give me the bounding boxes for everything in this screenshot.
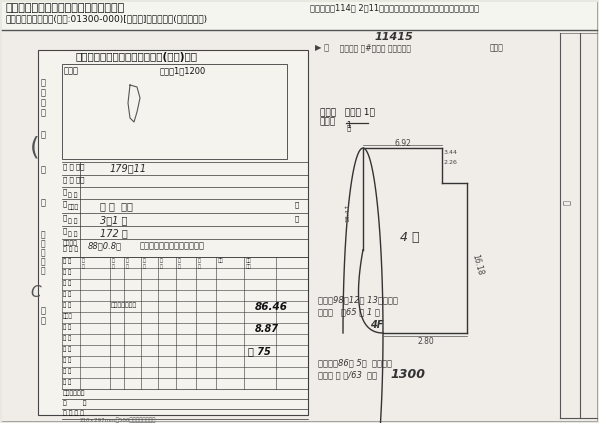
- Text: 4 層: 4 層: [400, 231, 419, 244]
- Text: 更文為   路65 巷 1 號: 更文為 路65 巷 1 號: [318, 307, 380, 316]
- Text: 編: 編: [41, 257, 46, 266]
- Text: 新北市中和區復興段(建號:01300-000)[第二類]建物平面圖(已縮小列印): 新北市中和區復興段(建號:01300-000)[第二類]建物平面圖(已縮小列印): [5, 14, 207, 23]
- Text: 建
築: 建 築: [82, 258, 85, 269]
- Text: 中 城  板路: 中 城 板路: [100, 201, 133, 211]
- Text: ス: ス: [563, 200, 572, 205]
- Text: 騎 台: 騎 台: [63, 324, 71, 330]
- Text: 副: 副: [41, 230, 46, 239]
- Text: 號接次: 號接次: [490, 43, 504, 52]
- Text: 6.92: 6.92: [395, 139, 412, 148]
- Text: 使
用: 使 用: [143, 258, 146, 269]
- Text: 18.4↑: 18.4↑: [345, 203, 350, 222]
- Text: 弄 房: 弄 房: [68, 218, 77, 224]
- Text: 甲南客員 段#共車月 小段建號第: 甲南客員 段#共車月 小段建號第: [335, 43, 411, 52]
- Text: 3.44: 3.44: [444, 150, 458, 155]
- Text: 年: 年: [41, 130, 46, 139]
- Text: 標 利 股 圖: 標 利 股 圖: [63, 410, 84, 415]
- Text: 在: 在: [63, 227, 67, 233]
- Text: 日北中地測字１３４３０．號: 日北中地測字１３４３０．號: [140, 241, 205, 250]
- Text: 日: 日: [41, 198, 46, 207]
- Text: 月: 月: [41, 165, 46, 174]
- Text: 粉 75: 粉 75: [248, 346, 271, 356]
- Text: 北北桃地政電傳全功能地籍資料查詢系統: 北北桃地政電傳全功能地籍資料查詢系統: [5, 3, 124, 13]
- Text: 4F: 4F: [370, 320, 383, 330]
- Text: 臺北縣中和地政事務所建物復丈(勘測)結果: 臺北縣中和地政事務所建物復丈(勘測)結果: [75, 52, 197, 62]
- Text: 街路段: 街路段: [68, 204, 79, 209]
- Text: 所: 所: [63, 214, 67, 221]
- Text: 建: 建: [63, 188, 67, 195]
- Text: 村 里: 村 里: [68, 192, 77, 198]
- Text: 繪: 繪: [41, 239, 46, 248]
- Text: 物: 物: [63, 200, 67, 206]
- Text: 及 字 號: 及 字 號: [63, 246, 78, 252]
- Text: 二 層: 二 層: [63, 280, 71, 286]
- Text: 比例尺1：1200: 比例尺1：1200: [160, 66, 206, 75]
- Text: 發文為 複 號/63  地址: 發文為 複 號/63 地址: [318, 370, 377, 379]
- Text: 平面圖   比例尺 1：: 平面圖 比例尺 1：: [320, 107, 375, 116]
- Text: 8.87: 8.87: [255, 324, 279, 334]
- Text: 基 地 家圖: 基 地 家圖: [63, 176, 84, 183]
- Text: 11415: 11415: [375, 32, 414, 42]
- Text: 179．11: 179．11: [110, 163, 147, 173]
- Text: 華: 華: [41, 88, 46, 97]
- Text: 合 計: 合 計: [63, 346, 71, 352]
- Text: 圖: 圖: [41, 248, 46, 257]
- Text: 210×297mm用500磅道林原圖紙印製: 210×297mm用500磅道林原圖紙印製: [80, 417, 156, 423]
- Bar: [2, 2, 597, 30]
- Text: 車 棚: 車 棚: [63, 335, 71, 341]
- Text: 88年0.8月: 88年0.8月: [88, 241, 122, 250]
- Text: 2.26: 2.26: [444, 160, 458, 165]
- Text: 本國大樓鋼住宅: 本國大樓鋼住宅: [111, 302, 137, 308]
- Text: 中: 中: [41, 78, 46, 87]
- Text: 平方
公尺: 平方 公尺: [246, 258, 252, 269]
- Text: 2.80: 2.80: [417, 337, 434, 346]
- Text: 比例尺: 比例尺: [320, 117, 336, 126]
- Text: 發: 發: [41, 306, 46, 315]
- Text: 之: 之: [41, 316, 46, 325]
- Text: 查詢日期：114年 2月11日（如需登記謄本，請向地政事務所申請。）: 查詢日期：114年 2月11日（如需登記謄本，請向地政事務所申請。）: [310, 3, 479, 12]
- Text: 民: 民: [41, 98, 46, 107]
- Text: 基 地 地號: 基 地 地號: [63, 163, 84, 170]
- Text: ▶ 和: ▶ 和: [315, 43, 329, 52]
- Text: 圖: 圖: [347, 124, 351, 131]
- Text: 住        所: 住 所: [63, 400, 86, 406]
- Text: 16.18: 16.18: [470, 253, 484, 276]
- Text: 完
成: 完 成: [198, 258, 201, 269]
- Text: 次件日證: 次件日證: [63, 240, 78, 246]
- Text: 86.46: 86.46: [255, 302, 288, 312]
- Bar: [62, 64, 287, 159]
- Text: 位置圖: 位置圖: [64, 66, 79, 75]
- Text: 基地建於86年 5月  日回查測: 基地建於86年 5月 日回查測: [318, 358, 392, 367]
- Text: 號: 號: [41, 266, 46, 275]
- Text: 地下室: 地下室: [63, 313, 72, 319]
- Text: 合 計: 合 計: [63, 379, 71, 385]
- Text: 所有權人姓名: 所有權人姓名: [63, 390, 86, 396]
- Text: 附 二: 附 二: [63, 368, 71, 374]
- Text: 基 層: 基 層: [63, 269, 71, 275]
- Text: 1: 1: [346, 121, 351, 130]
- Text: 三 層: 三 層: [63, 291, 71, 297]
- Text: 管
理: 管 理: [160, 258, 163, 269]
- Text: 日期: 日期: [218, 258, 224, 263]
- Text: 門 牌: 門 牌: [68, 231, 77, 236]
- Text: 段: 段: [295, 201, 300, 208]
- Text: (: (: [30, 135, 40, 159]
- Text: 附 一: 附 一: [63, 357, 71, 363]
- Text: 主
牆: 主 牆: [126, 258, 129, 269]
- Text: 各
層: 各 層: [112, 258, 115, 269]
- Text: 3．1 巷: 3．1 巷: [100, 215, 128, 225]
- Text: C: C: [30, 285, 41, 300]
- Text: 172 號: 172 號: [100, 228, 128, 238]
- Text: 弄: 弄: [295, 215, 300, 222]
- Bar: [38, 50, 308, 415]
- Text: 建
竣: 建 竣: [178, 258, 181, 269]
- Text: 國: 國: [41, 108, 46, 117]
- Text: 門牌為98年12月 13日門整編: 門牌為98年12月 13日門整編: [318, 295, 398, 304]
- Text: 項 目: 項 目: [63, 258, 71, 264]
- Text: 四 層: 四 層: [63, 302, 71, 308]
- Text: 1300: 1300: [390, 368, 425, 381]
